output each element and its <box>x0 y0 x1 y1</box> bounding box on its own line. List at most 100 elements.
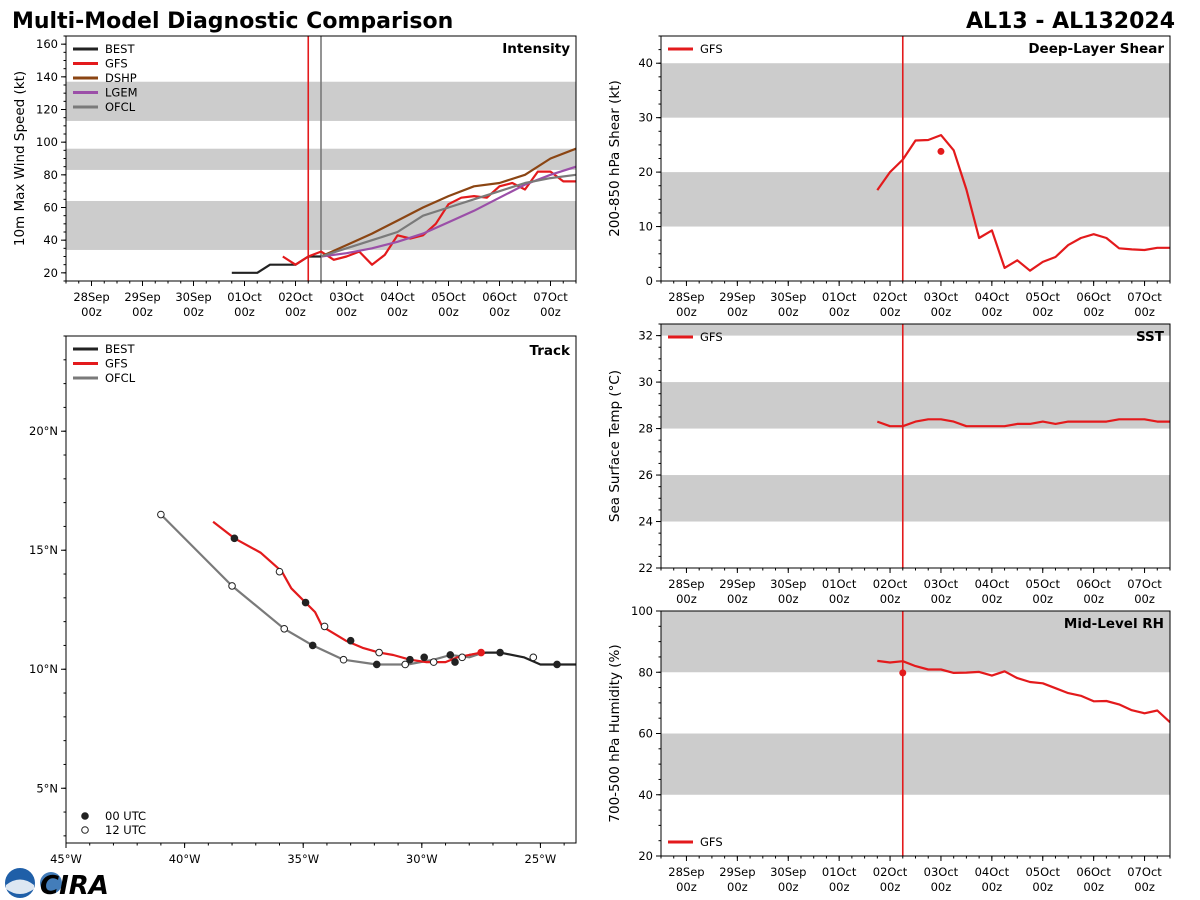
rh-plot-area <box>661 611 1170 856</box>
sst-xtick-hour: 00z <box>1083 592 1104 606</box>
intensity-xtick-hour: 00z <box>81 305 102 319</box>
track-legend-label-gfs: GFS <box>105 357 128 371</box>
logo-text: CIRA <box>40 871 109 900</box>
legend-marker-00utc <box>81 812 89 820</box>
sst-xtick-hour: 00z <box>982 592 1003 606</box>
track-marker-12utc <box>275 567 284 576</box>
rh-ytick-label: 100 <box>631 604 653 618</box>
rh-xtick-day: 28Sep <box>668 865 704 879</box>
intensity-legend-label-gfs: GFS <box>105 57 128 71</box>
track-marker-00utc <box>553 660 561 669</box>
rh-threshold-band <box>661 611 1170 673</box>
sst-xtick-day: 07Oct <box>1127 577 1162 591</box>
intensity-xtick-hour: 00z <box>285 305 306 319</box>
shear-xtick-hour: 00z <box>829 305 850 319</box>
sst-xtick-hour: 00z <box>880 592 901 606</box>
track-marker-00utc <box>451 658 459 666</box>
rh-xtick-hour: 00z <box>829 880 850 894</box>
track-marker-00utc <box>477 648 485 657</box>
cira-logo: CIRA <box>5 868 109 900</box>
storm-id: AL13 - AL132024 <box>966 9 1175 34</box>
shear-ytick-label: 20 <box>638 165 653 179</box>
intensity-xtick-day: 28Sep <box>73 290 109 304</box>
track-marker-12utc <box>320 622 329 631</box>
track-title: Track <box>530 343 571 359</box>
intensity-series-ofcl <box>320 173 576 258</box>
track-marker-legend-label: 00 UTC <box>105 809 146 823</box>
track-marker-12utc <box>529 653 538 662</box>
sst-ytick-label: 28 <box>638 422 653 436</box>
track-marker-legend-label: 12 UTC <box>105 823 146 837</box>
track-marker-00utc <box>308 641 317 650</box>
track-legend-label-ofcl: OFCL <box>105 371 136 385</box>
shear-legend-label-gfs: GFS <box>700 42 723 56</box>
track-ytick-label: 15°N <box>29 543 58 557</box>
shear-xtick-day: 30Sep <box>770 290 806 304</box>
shear-current-point <box>937 147 945 155</box>
intensity-xtick-day: 01Oct <box>227 290 262 304</box>
rh-xtick-day: 05Oct <box>1025 865 1060 879</box>
intensity-xtick-hour: 00z <box>183 305 204 319</box>
shear-xtick-day: 05Oct <box>1025 290 1060 304</box>
sst-series-gfs <box>876 418 1170 428</box>
shear-xtick-day: 07Oct <box>1127 290 1162 304</box>
sst-xtick-day: 05Oct <box>1025 577 1060 591</box>
intensity-legend-label-lgem: LGEM <box>105 86 138 100</box>
rh-threshold-band <box>661 733 1170 795</box>
sst-xtick-day: 01Oct <box>822 577 857 591</box>
intensity-plot-area <box>66 36 576 281</box>
shear-xtick-hour: 00z <box>676 305 697 319</box>
rh-xtick-hour: 00z <box>1134 880 1155 894</box>
shear-ytick-label: 10 <box>638 220 653 234</box>
rh-xtick-hour: 00z <box>727 880 748 894</box>
intensity-xtick-hour: 00z <box>234 305 255 319</box>
rh-ytick-label: 60 <box>638 727 653 741</box>
track-marker-00utc <box>230 534 239 543</box>
track-xtick-label: 35°W <box>287 852 319 866</box>
shear-threshold-band <box>661 172 1170 227</box>
track-plot-area <box>157 510 576 669</box>
sst-xtick-hour: 00z <box>931 592 952 606</box>
sst-panel: 22242628303228Sep00z29Sep00z30Sep00z01Oc… <box>607 323 1171 606</box>
sst-ylabel: Sea Surface Temp (°C) <box>607 370 623 522</box>
rh-xtick-day: 29Sep <box>719 865 755 879</box>
intensity-xtick-day: 30Sep <box>175 290 211 304</box>
track-ytick-label: 10°N <box>29 662 58 676</box>
track-ytick-label: 5°N <box>36 781 58 795</box>
shear-xtick-hour: 00z <box>1134 305 1155 319</box>
shear-xtick-hour: 00z <box>880 305 901 319</box>
sst-ytick-label: 30 <box>638 375 653 389</box>
intensity-xtick-hour: 00z <box>387 305 408 319</box>
track-xtick-label: 40°W <box>169 852 201 866</box>
shear-xtick-day: 02Oct <box>873 290 908 304</box>
sst-ytick-label: 22 <box>638 561 653 575</box>
shear-xtick-day: 03Oct <box>924 290 959 304</box>
intensity-xtick-day: 06Oct <box>482 290 517 304</box>
rh-current-point <box>899 669 907 677</box>
track-legend-label-best: BEST <box>105 342 135 356</box>
shear-xtick-day: 28Sep <box>668 290 704 304</box>
track-marker-12utc <box>375 648 383 657</box>
track-xtick-label: 25°W <box>525 852 557 866</box>
rh-xtick-hour: 00z <box>676 880 697 894</box>
intensity-legend-label-best: BEST <box>105 42 135 56</box>
intensity-xtick-day: 03Oct <box>329 290 364 304</box>
sst-ytick-label: 24 <box>638 515 653 529</box>
noaa-wave-icon <box>6 879 34 894</box>
shear-series-gfs <box>876 134 1170 272</box>
sst-ytick-label: 32 <box>638 329 653 343</box>
rh-xtick-day: 06Oct <box>1076 865 1111 879</box>
track-marker-12utc <box>228 582 236 590</box>
rh-ytick-label: 40 <box>638 788 653 802</box>
rh-xtick-hour: 00z <box>931 880 952 894</box>
intensity-ytick-label: 140 <box>36 70 58 84</box>
sst-threshold-band <box>661 475 1170 522</box>
rh-legend-label-gfs: GFS <box>700 835 723 849</box>
intensity-xtick-day: 02Oct <box>278 290 313 304</box>
track-marker-12utc <box>280 624 289 633</box>
intensity-xtick-hour: 00z <box>132 305 153 319</box>
track-marker-12utc <box>429 658 438 666</box>
track-marker-12utc <box>401 660 410 669</box>
rh-xtick-day: 04Oct <box>975 865 1010 879</box>
intensity-xtick-hour: 00z <box>540 305 561 319</box>
